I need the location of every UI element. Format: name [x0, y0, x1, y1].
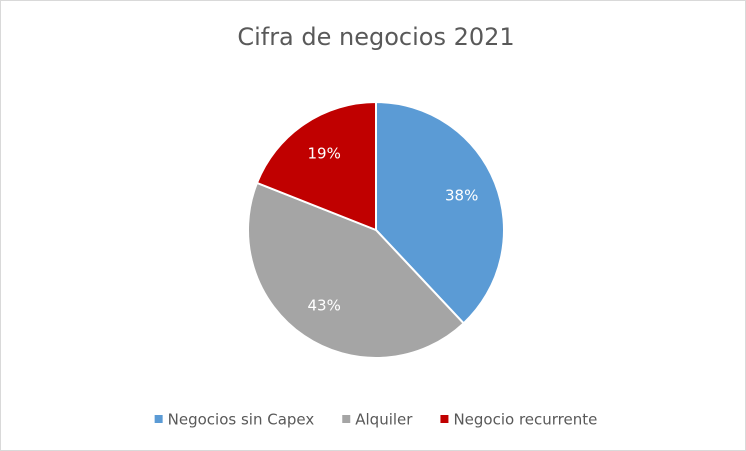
legend-swatch: [342, 415, 351, 423]
chart-title: Cifra de negocios 2021: [237, 23, 514, 51]
legend-swatch: [154, 415, 163, 423]
pie-slice: [375, 100, 505, 325]
data-label: 43%: [308, 297, 341, 315]
legend-swatch: [440, 415, 449, 423]
pie-slice: [247, 181, 466, 359]
pie-slice: [255, 100, 377, 232]
legend-label: Alquiler: [355, 411, 413, 429]
legend-label: Negocios sin Capex: [168, 411, 315, 429]
data-label: 38%: [445, 187, 478, 205]
data-label: 19%: [308, 144, 341, 162]
legend-label: Negocio recurrente: [453, 411, 597, 429]
